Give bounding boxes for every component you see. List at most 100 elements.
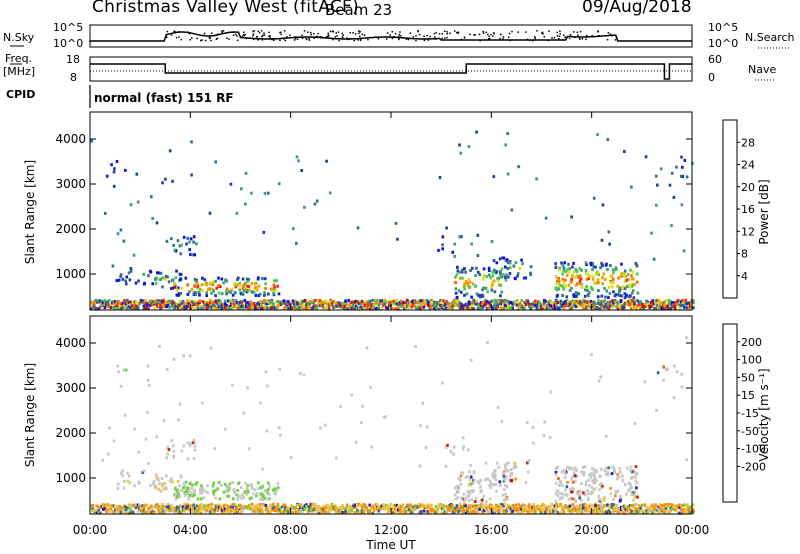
- noise-dot: [359, 39, 362, 42]
- noise-dot: [313, 37, 315, 39]
- velocity-cell: [468, 478, 472, 482]
- power-cell: [636, 304, 639, 308]
- power-cell: [111, 264, 115, 268]
- noise-dot: [308, 39, 311, 41]
- power-cell: [246, 280, 249, 283]
- power-cell: [563, 285, 567, 289]
- power-cell: [520, 303, 523, 307]
- velocity-cell: [606, 509, 609, 513]
- velocity-cell: [543, 503, 546, 507]
- power-cell: [341, 301, 344, 305]
- power-cell: [254, 286, 258, 290]
- power-cell: [335, 301, 338, 305]
- power-cell: [457, 289, 461, 293]
- power-cell: [485, 307, 489, 310]
- velocity-cell: [231, 503, 235, 506]
- noise-dot: [349, 38, 352, 40]
- velocity-cell: [122, 486, 126, 490]
- velocity-cell: [324, 506, 328, 510]
- power-cell: [579, 274, 582, 278]
- power-cell: [547, 302, 551, 306]
- velocity-cell: [518, 511, 522, 515]
- power-cell: [255, 307, 259, 311]
- velocity-cell: [189, 504, 192, 508]
- power-cell: [122, 239, 126, 243]
- velocity-cell: [591, 467, 594, 470]
- velocity-cell: [372, 508, 376, 512]
- power-cell: [582, 303, 585, 307]
- power-cell: [263, 306, 266, 309]
- noise-dot: [569, 33, 572, 36]
- power-cell: [258, 300, 262, 304]
- power-cell: [282, 299, 286, 303]
- noise-dot: [478, 33, 481, 36]
- power-cell: [502, 302, 505, 306]
- velocity-cell: [491, 508, 495, 512]
- noise-dot: [335, 32, 338, 34]
- power-cell: [342, 307, 346, 311]
- power-cell: [454, 303, 457, 307]
- velocity-cell: [190, 510, 194, 513]
- power-cell: [257, 301, 260, 305]
- power-cell: [488, 305, 492, 309]
- noise-dot: [434, 36, 436, 38]
- power-cell: [174, 303, 177, 307]
- noise-dot: [609, 33, 612, 35]
- power-cell: [223, 302, 227, 306]
- velocity-cell: [209, 346, 213, 350]
- power-cell: [534, 299, 537, 303]
- power-cell: [300, 302, 304, 306]
- power-cell: [477, 293, 480, 297]
- power-cell: [517, 165, 520, 169]
- power-cell: [687, 307, 691, 311]
- velocity-cell: [228, 482, 232, 486]
- velocity-cell: [625, 509, 629, 513]
- power-cell: [248, 288, 251, 292]
- power-cell: [543, 303, 546, 307]
- noise-tick-left-top: 10^5: [53, 21, 84, 34]
- velocity-cell: [102, 507, 105, 511]
- power-cell: [273, 306, 277, 310]
- power-cell: [460, 302, 463, 306]
- power-cell: [356, 306, 359, 310]
- power-cell: [295, 241, 298, 245]
- noise-dot: [559, 30, 561, 33]
- power-cell: [178, 292, 181, 296]
- velocity-cell: [252, 492, 255, 496]
- velocity-cell: [357, 502, 361, 506]
- power-colorbar-tick-label: 16: [741, 203, 755, 216]
- power-cell: [630, 185, 633, 189]
- velocity-cell: [661, 509, 665, 513]
- power-cell: [564, 300, 567, 304]
- power-cell: [436, 303, 439, 307]
- velocity-cell: [482, 506, 486, 510]
- power-cell: [163, 305, 167, 309]
- power-cell: [452, 304, 456, 308]
- velocity-cell: [595, 479, 598, 483]
- velocity-cell: [267, 492, 271, 496]
- power-cell: [612, 299, 615, 303]
- freq-label: Freq.: [5, 52, 33, 65]
- velocity-cell: [558, 503, 561, 507]
- power-cells: [90, 130, 695, 311]
- noise-dot: [499, 37, 501, 40]
- noise-dot: [457, 31, 460, 33]
- noise-dot: [526, 38, 529, 41]
- velocity-cell: [193, 510, 197, 514]
- velocity-cell: [499, 506, 502, 510]
- velocity-cell: [573, 474, 577, 478]
- power-cell: [452, 298, 456, 302]
- power-cell: [520, 258, 523, 262]
- velocity-cell: [605, 466, 608, 470]
- noise-dot: [175, 36, 178, 39]
- velocity-cell: [475, 504, 478, 508]
- velocity-cell: [175, 508, 179, 512]
- noise-dot: [444, 37, 446, 39]
- power-cell: [556, 277, 560, 281]
- power-cell: [138, 302, 141, 306]
- velocity-cell: [591, 504, 594, 507]
- power-cell: [663, 306, 666, 310]
- velocity-cell: [339, 510, 343, 514]
- velocity-cell: [149, 484, 152, 487]
- noise-dot: [487, 38, 490, 40]
